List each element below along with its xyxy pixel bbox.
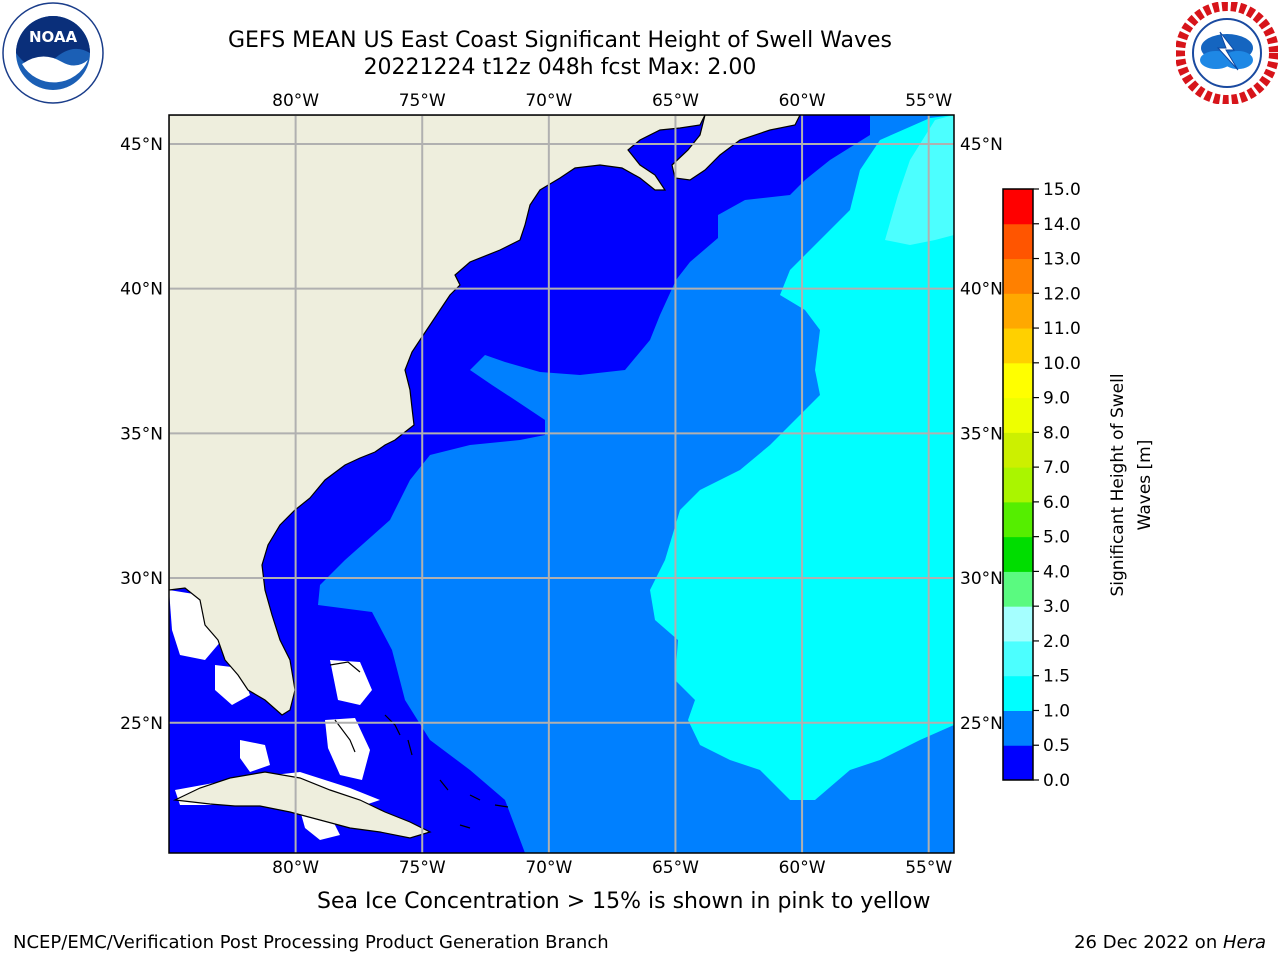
colorbar-tick-label: 11.0 (1043, 319, 1081, 339)
lat-tick-label-left: 40°N (120, 280, 163, 300)
colorbar-tick-label: 13.0 (1043, 250, 1081, 270)
lon-tick-label-bottom: 75°W (399, 858, 446, 878)
map-frame (168, 114, 955, 854)
colorbar-tick-label: 6.0 (1043, 493, 1070, 513)
colorbar-swatch (1003, 536, 1033, 572)
colorbar-swatch (1003, 467, 1033, 503)
colorbar-tick-label: 9.0 (1043, 389, 1070, 409)
lat-tick-label-right: 25°N (960, 714, 1003, 734)
colorbar-swatch (1003, 571, 1033, 607)
colorbar-swatch (1003, 675, 1033, 711)
lon-tick-label-top: 60°W (779, 91, 826, 111)
colorbar-tick-label: 1.5 (1043, 667, 1070, 687)
colorbar-tick-label: 12.0 (1043, 284, 1081, 304)
colorbar-tick-label: 3.0 (1043, 597, 1070, 617)
colorbar-label-line1: Significant Height of Swell (1108, 373, 1128, 596)
footer-date-text: 26 Dec 2022 on (1074, 932, 1223, 953)
footer-credit: NCEP/EMC/Verification Post Processing Pr… (13, 932, 609, 953)
colorbar-swatch (1003, 189, 1033, 225)
colorbar-tick-label: 10.0 (1043, 354, 1081, 374)
colorbar-swatch (1003, 640, 1033, 677)
footer-date: 26 Dec 2022 on Hera (1074, 932, 1266, 953)
colorbar-tick-label: 14.0 (1043, 215, 1081, 235)
bahamas-islands (329, 661, 509, 829)
colorbar-swatch (1003, 293, 1033, 329)
nws-logo (1176, 2, 1278, 104)
land-north-america (169, 115, 706, 716)
sea-ice-caption: Sea Ice Concentration > 15% is shown in … (317, 889, 931, 914)
lat-tick-label-right: 40°N (960, 280, 1003, 300)
lon-tick-label-bottom: 65°W (652, 858, 699, 878)
colorbar-swatch (1003, 362, 1033, 399)
colorbar-swatch (1003, 501, 1033, 538)
land-cuba (172, 771, 432, 839)
colorbar-swatch (1003, 397, 1033, 433)
colorbar-swatch (1003, 745, 1033, 781)
noaa-logo: NOAA (2, 2, 104, 104)
lon-tick-label-bottom: 60°W (779, 858, 826, 878)
colorbar-swatch (1003, 328, 1033, 364)
lon-tick-label-top: 80°W (272, 91, 319, 111)
colorbar-tick-label: 5.0 (1043, 528, 1070, 548)
lon-tick-label-bottom: 70°W (525, 858, 572, 878)
colorbar-tick-label: 0.5 (1043, 736, 1070, 756)
lon-tick-label-top: 75°W (399, 91, 446, 111)
noaa-logo-text: NOAA (29, 28, 78, 46)
lon-tick-label-bottom: 55°W (905, 858, 952, 878)
lat-tick-label-right: 45°N (960, 135, 1003, 155)
colorbar-swatch (1003, 223, 1033, 260)
lat-tick-label-left: 35°N (120, 424, 163, 444)
chart-title: GEFS MEAN US East Coast Significant Heig… (227, 28, 893, 53)
lat-tick-label-left: 30°N (120, 569, 163, 589)
lon-tick-label-top: 70°W (525, 91, 572, 111)
map-tick-labels: 80°W 80°W 75°W 75°W 70°W 70°W 65°W 65°W 60°W 60°W… (120, 91, 1003, 878)
lat-tick-label-right: 35°N (960, 424, 1003, 444)
lon-tick-label-bottom: 80°W (272, 858, 319, 878)
colorbar-tick-label: 2.0 (1043, 632, 1070, 652)
colorbar-swatch (1003, 432, 1033, 468)
colorbar-tick-label: 0.0 (1043, 771, 1070, 791)
colorbar-swatch (1003, 606, 1033, 642)
footer-host: Hera (1222, 932, 1266, 953)
colorbar-tick-label: 7.0 (1043, 458, 1070, 478)
colorbar-swatch (1003, 258, 1033, 294)
lat-tick-label-left: 25°N (120, 714, 163, 734)
colorbar-tick-label: 8.0 (1043, 423, 1070, 443)
colorbar-label-line2: Waves [m] (1135, 440, 1155, 531)
lon-tick-label-top: 65°W (652, 91, 699, 111)
graticule (169, 115, 954, 853)
lat-tick-label-right: 30°N (960, 569, 1003, 589)
swell-field-1.5-2.0 (885, 115, 954, 245)
lon-tick-label-top: 55°W (905, 91, 952, 111)
colorbar: 0.0 0.5 1.0 1.5 2.0 3.0 4.0 5.0 6.0 7.0 8.0 9.0 10.0… (1002, 180, 1081, 791)
colorbar-frame (1002, 188, 1034, 781)
colorbar-tick-label: 4.0 (1043, 562, 1070, 582)
colorbar-swatch (1003, 710, 1033, 746)
colorbar-tick-label: 1.0 (1043, 701, 1070, 721)
map-area (169, 115, 954, 853)
chart-subtitle: 20221224 t12z 048h fcst Max: 2.00 (363, 55, 757, 80)
colorbar-tick-label: 15.0 (1043, 180, 1081, 200)
lat-tick-label-left: 45°N (120, 135, 163, 155)
